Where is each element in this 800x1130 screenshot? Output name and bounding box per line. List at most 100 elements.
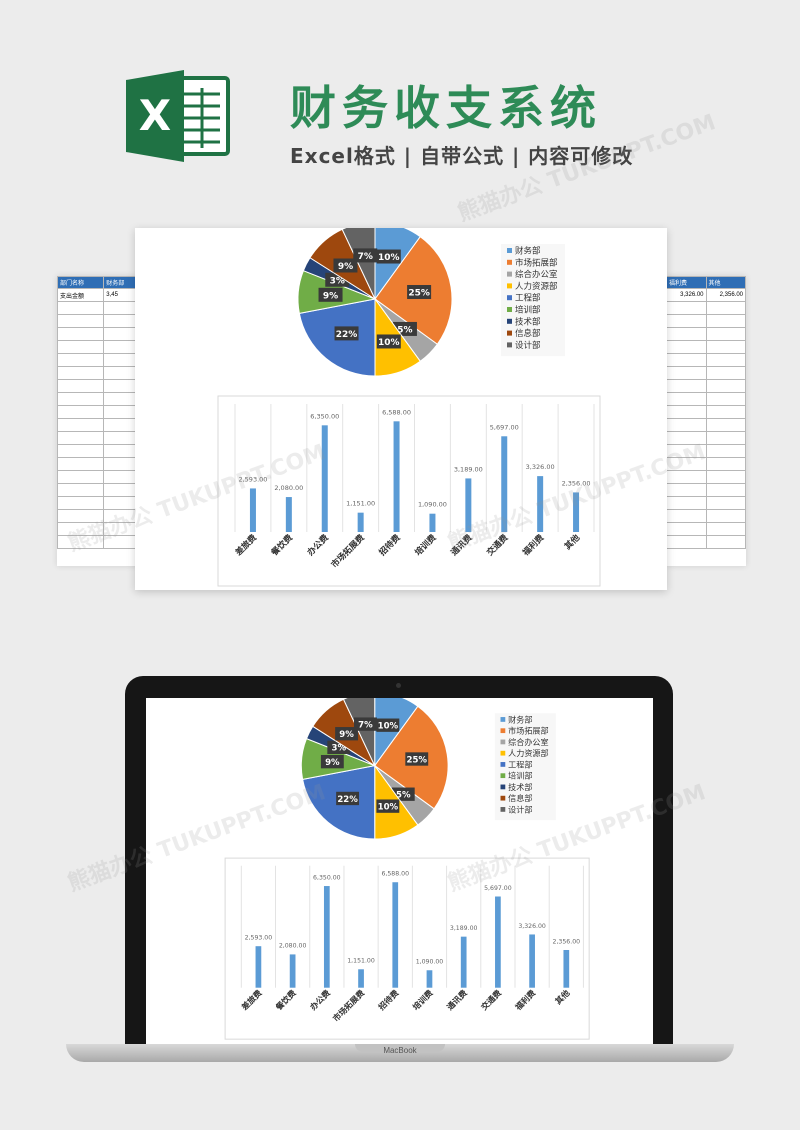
bar-value-label: 6,588.00 — [381, 871, 409, 878]
legend-label: 人力资源部 — [508, 748, 548, 758]
bar-chart-frame — [217, 395, 601, 587]
table-cell — [57, 301, 105, 315]
table-cell — [705, 431, 746, 445]
chart-card: 10% 25% 5% 10% 22% 9% 3% 9% 7% 财务部 市场拓展部 综合办公室 人力资源部… — [135, 221, 667, 590]
table-row — [57, 353, 141, 367]
table-row — [666, 353, 746, 367]
table-cell — [666, 483, 707, 497]
table-cell — [57, 340, 105, 354]
table-row — [666, 483, 746, 497]
table-cell — [666, 340, 707, 354]
table-cell — [666, 379, 707, 393]
table-cell — [666, 418, 707, 432]
bar-value-label: 2,080.00 — [279, 943, 307, 950]
table-row — [666, 301, 746, 315]
pie-value-label: 9% — [338, 262, 353, 272]
table-row — [666, 327, 746, 341]
legend-swatch — [507, 307, 512, 312]
bar-value-label: 5,697.00 — [490, 423, 519, 431]
pie-label-box — [376, 799, 400, 813]
bar-value-label: 6,588.00 — [382, 408, 411, 416]
bar — [429, 513, 436, 532]
pie-value-label: 3% — [331, 744, 346, 754]
table-cell — [705, 509, 746, 523]
legend-swatch — [507, 295, 512, 301]
pie-value-label: 10% — [378, 338, 400, 348]
table-row — [57, 509, 141, 523]
legend-label: 综合办公室 — [508, 737, 548, 747]
pie-label-box — [336, 791, 360, 806]
legend-label: 信息部 — [508, 793, 532, 803]
table-row — [57, 418, 141, 432]
pie-value-label: 7% — [358, 720, 373, 730]
pie-value-label: 9% — [325, 758, 340, 768]
pie-value-label: 10% — [378, 722, 399, 732]
cell-welfare-value: 3,326.00 — [666, 288, 707, 302]
bar — [357, 512, 364, 532]
bar — [321, 425, 328, 532]
bar — [563, 949, 570, 988]
table-row — [57, 314, 141, 328]
legend-label: 设计部 — [508, 804, 532, 814]
table-row — [57, 483, 141, 497]
table-cell — [666, 405, 707, 419]
table-cell — [57, 431, 105, 445]
table-cell — [666, 301, 707, 315]
legend-label: 工程部 — [508, 759, 532, 769]
table-cell — [705, 535, 746, 549]
table-row — [57, 457, 141, 471]
legend-label: 市场拓展部 — [515, 257, 558, 268]
bar-value-label: 3,189.00 — [450, 925, 478, 932]
table-row — [57, 340, 141, 354]
table-row — [57, 444, 141, 458]
table-cell — [666, 496, 707, 510]
pie-value-label: 25% — [407, 755, 428, 765]
table-row — [666, 496, 746, 510]
bar-value-label: 2,356.00 — [562, 479, 591, 487]
legend-label: 设计部 — [515, 340, 541, 351]
table-cell — [57, 535, 105, 549]
table-row — [57, 405, 141, 419]
table-cell — [705, 366, 746, 380]
legend-swatch — [500, 795, 506, 801]
table-cell — [666, 392, 707, 406]
table-row — [57, 379, 141, 393]
laptop-screen: 10% 25% 5% 10% 22% 9% 3% 9% 7% 财务部 市场拓展部 综合办公室 人力资源部… — [146, 698, 653, 1045]
excel-logo-letter: X — [139, 91, 171, 140]
legend-label: 技术部 — [508, 782, 532, 792]
pie-slice — [342, 698, 376, 766]
table-row — [57, 431, 141, 445]
table-cell — [666, 327, 707, 341]
legend-swatch — [500, 773, 506, 779]
laptop-base — [66, 1044, 734, 1062]
table-row — [666, 379, 746, 393]
bar-chart-frame — [224, 857, 590, 1040]
pie-label-box — [320, 754, 344, 769]
chart-canvas: 10% 25% 5% 10% 22% 9% 3% 9% 7% 财务部市场拓展部综合办公室人力资源部… — [217, 221, 601, 587]
legend-label: 财务部 — [508, 714, 532, 724]
bar-value-label: 5,697.00 — [484, 885, 512, 892]
table-cell — [705, 405, 746, 419]
pie-label-box — [318, 287, 343, 302]
bar — [460, 936, 467, 988]
table-row — [666, 522, 746, 536]
table-cell — [57, 405, 105, 419]
bar-value-label: 2,080.00 — [274, 484, 303, 492]
table-cell — [705, 301, 746, 315]
table-cell — [705, 522, 746, 536]
table-cell — [705, 392, 746, 406]
pie-label-box — [376, 718, 400, 732]
table-cell — [57, 327, 105, 341]
legend-label: 培训部 — [508, 771, 532, 781]
table-cell — [57, 470, 105, 484]
legend-swatch — [507, 283, 512, 289]
pie-value-label: 25% — [408, 289, 430, 299]
page-title: 财务收支系统 — [290, 81, 602, 135]
bar-value-label: 1,090.00 — [418, 501, 447, 509]
pie-value-label: 9% — [339, 730, 354, 740]
right-spreadsheet: 福利费 其他 3,326.00 2,356.00 — [666, 276, 746, 566]
bar — [501, 436, 508, 532]
legend-label: 信息部 — [515, 328, 541, 339]
table-cell — [705, 379, 746, 393]
table-cell — [57, 418, 105, 432]
